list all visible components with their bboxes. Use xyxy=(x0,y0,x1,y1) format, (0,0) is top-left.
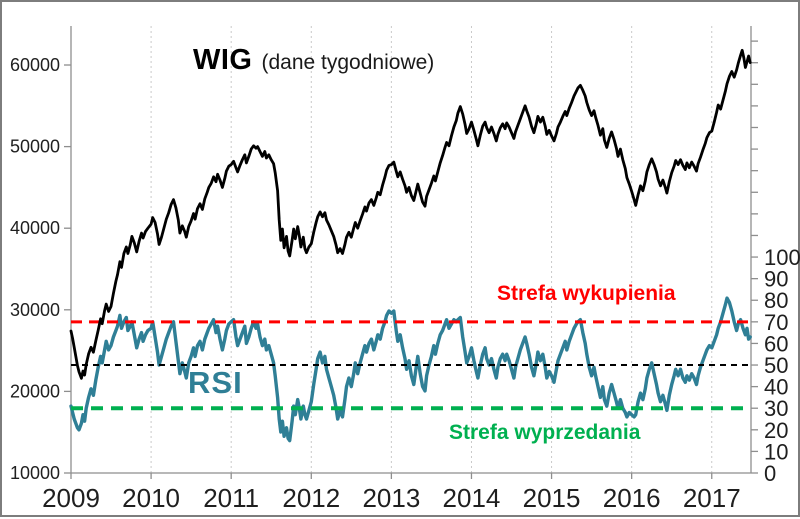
rsi-label: RSI xyxy=(188,365,243,400)
x-axis-tick-label: 2009 xyxy=(42,483,100,513)
x-axis-tick-label: 2016 xyxy=(603,483,661,513)
right-axis-tick-label: 70 xyxy=(764,310,788,335)
left-axis-tick-label: 60000 xyxy=(10,55,60,75)
left-axis-tick-label: 40000 xyxy=(10,218,60,238)
wig-title: WIG xyxy=(193,44,253,76)
left-axis-tick-label: 20000 xyxy=(10,381,60,401)
x-axis-tick-label: 2014 xyxy=(443,483,501,513)
x-axis-tick-label: 2017 xyxy=(683,483,741,513)
right-axis-tick-label: 30 xyxy=(764,396,788,421)
oversold-zone-label: Strefa wyprzedania xyxy=(449,421,641,444)
x-axis-tick-label: 2012 xyxy=(282,483,340,513)
right-axis-tick-label: 20 xyxy=(764,418,788,443)
right-axis-tick-label: 100 xyxy=(764,245,800,270)
wig-line xyxy=(69,48,752,380)
left-axis-tick-label: 10000 xyxy=(10,463,60,483)
right-axis-tick-label: 90 xyxy=(764,267,788,292)
right-axis-tick-label: 80 xyxy=(764,288,788,313)
right-axis-tick-label: 10 xyxy=(764,439,788,464)
chart-title: WIG (dane tygodniowe) xyxy=(193,44,434,77)
x-axis-tick-label: 2010 xyxy=(122,483,180,513)
right-axis-tick-label: 0 xyxy=(764,461,776,486)
left-axis-tick-label: 30000 xyxy=(10,300,60,320)
wig-title-subtitle: (dane tygodniowe) xyxy=(261,51,435,74)
x-axis-tick-label: 2015 xyxy=(523,483,581,513)
x-axis-tick-label: 2013 xyxy=(362,483,420,513)
overbought-zone-label: Strefa wykupienia xyxy=(497,282,676,305)
rsi-line xyxy=(69,296,752,443)
right-axis-tick-label: 50 xyxy=(764,353,788,378)
left-axis-tick-label: 50000 xyxy=(10,137,60,157)
right-axis-tick-label: 40 xyxy=(764,375,788,400)
x-axis-tick-label: 2011 xyxy=(203,483,259,513)
right-axis-tick-label: 60 xyxy=(764,331,788,356)
